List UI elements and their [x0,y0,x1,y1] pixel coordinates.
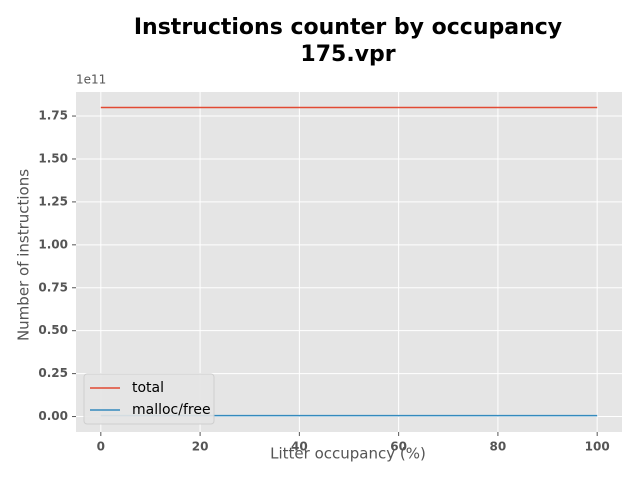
chart-title: Instructions counter by occupancy [134,15,562,40]
legend-label: malloc/free [132,402,211,418]
y-tick-label: 0.75 [38,280,68,294]
y-tick-label: 1.50 [38,151,68,165]
chart-subtitle: 175.vpr [300,42,395,67]
y-tick-label: 1.00 [38,237,68,251]
y-tick-label: 1.25 [38,194,68,208]
y-tick-label: 0.25 [38,366,68,380]
legend-box [83,373,215,425]
x-axis-label: Litter occupancy (%) [270,445,426,463]
y-tick-label: 0.00 [38,409,68,423]
y-offset-label: 1e11 [76,73,106,87]
y-tick-label: 0.50 [38,323,68,337]
legend-label: total [132,380,164,396]
x-tick-label: 80 [490,440,507,454]
y-tick-label: 1.75 [38,109,68,123]
y-axis-label: Number of instructions [15,169,33,341]
x-tick-label: 40 [291,440,308,454]
x-tick-label: 60 [390,440,407,454]
x-tick-label: 20 [192,440,209,454]
x-tick-label: 100 [585,440,610,454]
x-tick-label: 0 [97,440,105,454]
